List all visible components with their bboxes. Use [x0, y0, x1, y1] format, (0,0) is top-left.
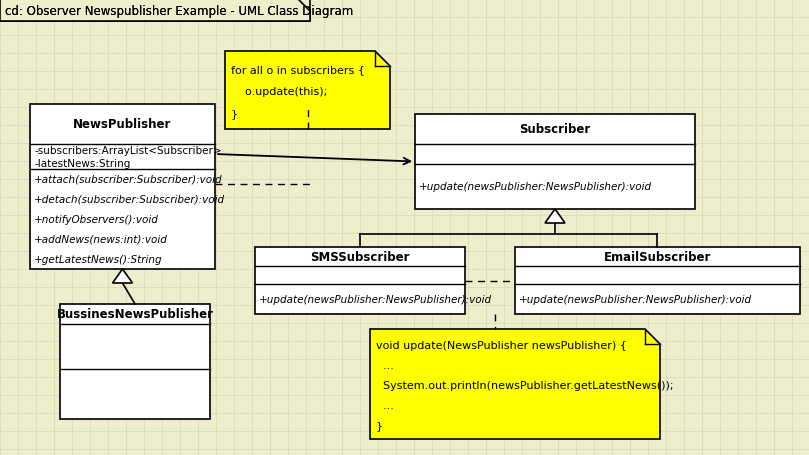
Bar — [60, 304, 210, 419]
Text: ...: ... — [376, 360, 394, 370]
Text: void update(NewsPublisher newsPublisher) {: void update(NewsPublisher newsPublisher)… — [376, 340, 627, 350]
Text: }: } — [231, 109, 238, 119]
Bar — [515, 248, 800, 314]
Text: SMSSubscriber: SMSSubscriber — [310, 250, 409, 263]
Polygon shape — [225, 52, 390, 130]
Bar — [255, 248, 465, 314]
Text: for all o in subscribers {: for all o in subscribers { — [231, 65, 365, 75]
Text: cd: Observer Newspublisher Example - UML Class Diagram: cd: Observer Newspublisher Example - UML… — [5, 5, 354, 17]
Text: +update(newsPublisher:NewsPublisher):void: +update(newsPublisher:NewsPublisher):voi… — [519, 294, 752, 304]
Text: o.update(this);: o.update(this); — [231, 87, 328, 97]
Text: EmailSubscriber: EmailSubscriber — [604, 250, 711, 263]
Text: +notifyObservers():void: +notifyObservers():void — [34, 214, 159, 224]
Text: Subscriber: Subscriber — [519, 123, 591, 136]
Text: BussinesNewsPublisher: BussinesNewsPublisher — [57, 308, 214, 321]
Text: +update(newsPublisher:NewsPublisher):void: +update(newsPublisher:NewsPublisher):voi… — [259, 294, 492, 304]
Text: ...: ... — [376, 400, 394, 410]
Text: }: } — [376, 420, 383, 430]
Text: -subscribers:ArrayList<Subscriber>: -subscribers:ArrayList<Subscriber> — [34, 146, 222, 156]
Text: -latestNews:String: -latestNews:String — [34, 158, 130, 168]
Text: +addNews(news:int):void: +addNews(news:int):void — [34, 234, 168, 244]
Text: cd: Observer Newspublisher Example - UML Class Diagram: cd: Observer Newspublisher Example - UML… — [5, 5, 354, 17]
Text: +getLatestNews():String: +getLatestNews():String — [34, 254, 163, 264]
Text: +detach(subscriber:Subscriber):void: +detach(subscriber:Subscriber):void — [34, 195, 225, 205]
Polygon shape — [0, 0, 310, 22]
Text: +attach(subscriber:Subscriber):void: +attach(subscriber:Subscriber):void — [34, 175, 222, 185]
Polygon shape — [112, 269, 133, 283]
Polygon shape — [545, 210, 565, 223]
FancyBboxPatch shape — [0, 0, 310, 22]
Text: NewsPublisher: NewsPublisher — [74, 118, 172, 131]
Text: +update(newsPublisher:NewsPublisher):void: +update(newsPublisher:NewsPublisher):voi… — [419, 182, 652, 192]
Bar — [415, 115, 695, 210]
Polygon shape — [370, 329, 660, 439]
Text: System.out.println(newsPublisher.getLatestNews());: System.out.println(newsPublisher.getLate… — [376, 380, 674, 390]
Bar — [30, 105, 215, 269]
